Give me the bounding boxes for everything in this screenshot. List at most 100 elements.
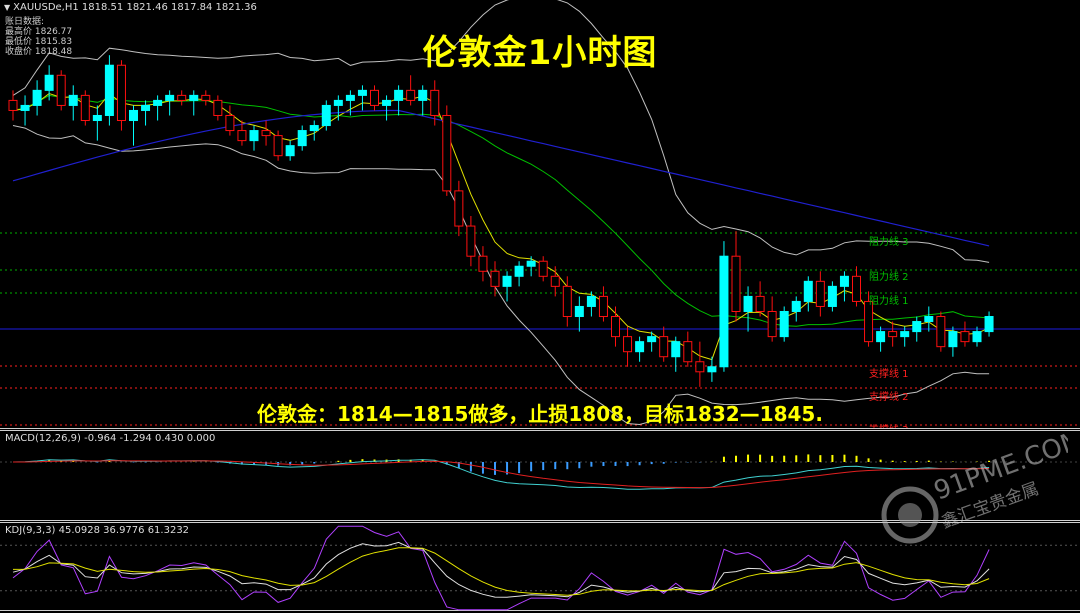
- candle-body: [864, 300, 874, 343]
- candle-body: [165, 94, 175, 101]
- candle-body: [526, 260, 536, 267]
- level-lines: [0, 232, 1080, 426]
- candle-body: [442, 114, 452, 192]
- candle-body: [695, 361, 705, 373]
- candle-body: [659, 336, 669, 358]
- candle-body: [189, 94, 199, 101]
- data-window: 账日数据: 最高价 1826.77 最低价 1815.83 收盘价 1818.4…: [5, 17, 72, 57]
- candle-body: [671, 341, 681, 358]
- candle-body: [936, 316, 946, 348]
- level-label-support-3: 支撑线 3: [869, 421, 909, 428]
- candle-body: [538, 260, 548, 277]
- candle-body: [791, 300, 801, 312]
- candle-body: [80, 94, 90, 122]
- candle-body: [839, 275, 849, 287]
- macd-label: MACD(12,26,9) -0.964 -1.294 0.430 0.000: [5, 433, 216, 444]
- candle-body: [454, 190, 464, 227]
- candle-body: [177, 94, 187, 101]
- candle-body: [129, 109, 138, 122]
- candle-body: [345, 94, 355, 101]
- candles: [8, 55, 994, 387]
- candle-body: [647, 336, 657, 343]
- candle-body: [116, 64, 126, 122]
- candle-body: [357, 89, 367, 96]
- bollinger-bands: [12, 0, 990, 426]
- candle-body: [56, 74, 66, 106]
- symbol-header[interactable]: ▼ XAUUSDe,H1 1818.51 1821.46 1817.84 1821…: [4, 2, 257, 13]
- candle-body: [92, 114, 102, 122]
- candle-body: [430, 89, 440, 116]
- candle-body: [333, 99, 343, 106]
- candle-body: [852, 275, 861, 302]
- candle-body: [767, 310, 777, 338]
- level-label-resistance-3: 阻力线 3: [869, 237, 909, 248]
- dropdown-triangle-icon[interactable]: ▼: [4, 3, 11, 12]
- candle-body: [502, 275, 512, 287]
- candle-body: [960, 331, 970, 343]
- data-window-row: 最高价 1826.77: [5, 27, 73, 37]
- candle-body: [273, 135, 283, 157]
- candle-body: [406, 89, 416, 101]
- candle-body: [382, 99, 392, 106]
- candle-body: [888, 331, 898, 338]
- candle-body: [598, 295, 608, 318]
- candle-body: [876, 331, 886, 343]
- candle-body: [20, 104, 30, 111]
- candle-body: [550, 275, 560, 287]
- kdj-k-line: [12, 541, 990, 598]
- candle-body: [779, 310, 789, 338]
- level-label-resistance-1: 阻力线 1: [869, 296, 909, 307]
- macd-dif-line: [12, 459, 990, 490]
- candle-body: [249, 130, 259, 142]
- candle-body: [623, 336, 633, 353]
- chart-headline: 伦敦金1小时图: [422, 33, 658, 73]
- candle-body: [8, 99, 18, 111]
- data-window-row: 收盘价 1818.48: [5, 47, 73, 57]
- bollinger-lower: [12, 125, 990, 426]
- candle-body: [141, 104, 151, 111]
- candle-body: [707, 366, 717, 373]
- candle-body: [237, 130, 247, 142]
- candle-body: [803, 280, 813, 302]
- kdj-j-line: [12, 525, 990, 611]
- candle-body: [924, 316, 934, 323]
- ma-slow-blue: [12, 109, 990, 247]
- candle-body: [827, 285, 837, 307]
- ma-yellow: [12, 92, 990, 361]
- symbol-header-text: XAUUSDe,H1 1818.51 1821.46 1817.84 1821.…: [13, 2, 257, 13]
- candle-body: [478, 255, 488, 272]
- candle-body: [731, 255, 741, 312]
- candle-body: [574, 305, 584, 318]
- candle-body: [225, 114, 235, 132]
- candle-body: [153, 99, 163, 106]
- kdj-panel: [0, 525, 1080, 611]
- candle-body: [321, 104, 331, 127]
- candle-body: [743, 295, 753, 312]
- candle-body: [755, 295, 765, 312]
- candle-body: [912, 321, 922, 333]
- kdj-label: KDJ(9,3,3) 45.0928 36.9776 61.3232: [5, 525, 190, 536]
- candle-body: [418, 89, 428, 101]
- bollinger-upper: [12, 0, 990, 263]
- candle-body: [972, 331, 982, 343]
- candle-body: [394, 89, 404, 101]
- candle-body: [201, 94, 211, 101]
- candle-body: [719, 255, 729, 368]
- candle-body: [586, 295, 596, 307]
- candle-body: [635, 341, 645, 353]
- candle-body: [104, 64, 114, 116]
- kdj-d-line: [12, 547, 990, 596]
- candle-body: [370, 89, 379, 106]
- candle-body: [44, 74, 54, 91]
- candle-body: [32, 89, 42, 106]
- candle-body: [611, 316, 620, 338]
- candle-body: [466, 225, 476, 257]
- candle-body: [68, 94, 78, 106]
- candle-body: [490, 270, 500, 287]
- watermark-logo: 91PME.COM 鑫汇宝贵金属: [881, 430, 1068, 544]
- candle-body: [514, 265, 524, 277]
- trading-strategy: 伦敦金：1814—1815做多，止损1808，目标1832—1845.: [257, 402, 823, 426]
- candle-body: [297, 130, 307, 147]
- data-window-row: 最低价 1815.83: [5, 37, 73, 47]
